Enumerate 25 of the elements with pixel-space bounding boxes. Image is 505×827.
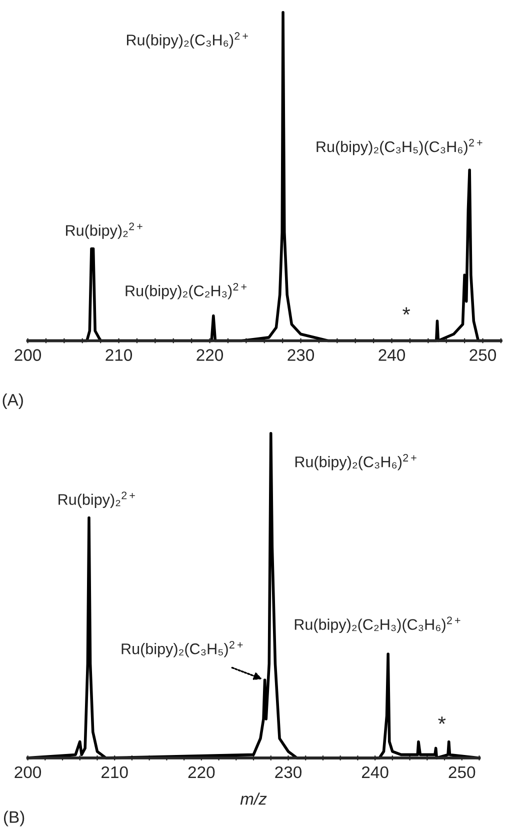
x-tick-label: 200: [14, 349, 42, 361]
x-tick-label: 210: [102, 766, 128, 778]
annotation: Ru(bipy)₂(C₂H₃)$^{2+}$: [126, 283, 246, 300]
annotation: Ru(bipy)₂(C₃H₆)$^{2+}$: [127, 32, 248, 48]
x-axis-title: m/z: [240, 792, 267, 805]
x-tick-label: 240: [378, 349, 406, 361]
annotation: Ru(bipy)₂(C₃H₅)$^{2+}$: [122, 640, 243, 658]
x-tick-label: 210: [106, 349, 132, 361]
x-tick-label: 220: [188, 766, 215, 778]
annotation: Ru(bipy)₂(C₃H₅)(C₃H₆)$^{2+}$: [316, 138, 482, 156]
annotation: Ru(bipy)₂(C₂H₃)(C₃H₆)$^{2+}$: [294, 616, 460, 633]
text: (A): [2, 394, 23, 410]
x-tick-label: 230: [288, 349, 314, 361]
x-tick-label: 240: [362, 766, 388, 778]
annotation: Ru(bipy)₂$^{2+}$: [58, 492, 135, 508]
text: (B): [4, 810, 24, 826]
annotation: Ru(bipy)₂$^{2+}$: [66, 222, 142, 239]
x-tick-label: 250: [448, 766, 476, 778]
x-tick-label: 230: [275, 766, 302, 778]
x-tick-label: 200: [14, 766, 42, 778]
x-tick-label: 220: [196, 349, 224, 361]
annotation: *: [402, 307, 410, 315]
annotation: Ru(bipy)₂(C₃H₆)$^{2+}$: [295, 454, 416, 470]
x-tick-label: 250: [470, 349, 496, 361]
annotation: *: [438, 716, 446, 724]
